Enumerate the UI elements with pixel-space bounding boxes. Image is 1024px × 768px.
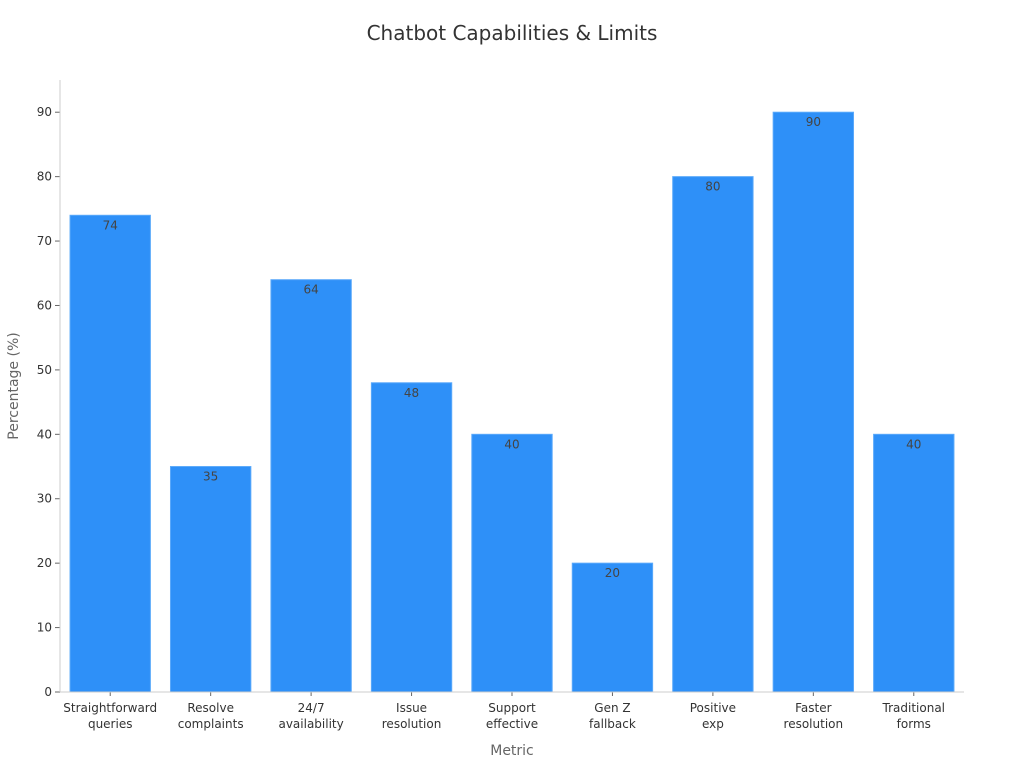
x-tick-label: resolution xyxy=(382,717,442,731)
chart-title: Chatbot Capabilities & Limits xyxy=(367,21,658,45)
x-tick-label: Traditional xyxy=(882,701,945,715)
y-tick-label: 40 xyxy=(37,427,52,441)
bar xyxy=(69,214,151,693)
x-axis-title: Metric xyxy=(490,743,534,759)
x-tick-label: resolution xyxy=(784,717,844,731)
bar-value-label: 74 xyxy=(103,218,118,232)
y-axis-title: Percentage (%) xyxy=(6,332,22,439)
x-tick-label: Faster xyxy=(795,701,831,715)
x-tick-label: Issue xyxy=(396,701,427,715)
y-tick-label: 20 xyxy=(37,556,52,570)
x-tick-label: complaints xyxy=(178,717,244,731)
bar xyxy=(370,382,453,693)
x-tick-label: forms xyxy=(897,717,931,731)
bar xyxy=(873,433,955,693)
bar-value-label: 90 xyxy=(806,115,821,129)
x-tick-label: availability xyxy=(278,717,343,731)
y-tick-label: 50 xyxy=(37,363,52,377)
x-tick-label: Straightforward xyxy=(63,701,157,715)
y-tick-label: 10 xyxy=(37,621,52,635)
y-tick-label: 30 xyxy=(37,492,52,506)
bar xyxy=(270,279,352,693)
bar-value-label: 40 xyxy=(906,437,921,451)
bar xyxy=(571,562,654,693)
x-tick-label: queries xyxy=(88,717,133,731)
bar xyxy=(772,111,855,693)
y-tick-label: 60 xyxy=(37,298,52,312)
y-tick-label: 0 xyxy=(44,685,52,699)
bar-value-label: 80 xyxy=(705,180,720,194)
bar-value-label: 48 xyxy=(404,386,419,400)
y-tick-label: 70 xyxy=(37,234,52,248)
x-tick-label: fallback xyxy=(589,717,636,731)
bar-value-label: 35 xyxy=(203,470,218,484)
bar-value-label: 64 xyxy=(303,283,318,297)
x-tick-label: Positive xyxy=(690,701,736,715)
x-tick-label: Support xyxy=(488,701,536,715)
y-tick-label: 80 xyxy=(37,170,52,184)
bar xyxy=(471,433,553,693)
y-tick-label: 90 xyxy=(37,105,52,119)
x-tick-label: Resolve xyxy=(187,701,234,715)
x-tick-label: Gen Z xyxy=(594,701,630,715)
x-tick-label: exp xyxy=(702,717,724,731)
plot-area: 0 10 20 30 40 50 60 70 80 90 74 Straightforward quer… xyxy=(37,105,955,731)
bar-value-label: 20 xyxy=(605,566,620,580)
x-tick-label: effective xyxy=(486,717,538,731)
bar-value-label: 40 xyxy=(504,437,519,451)
x-tick-label: 24/7 xyxy=(298,701,325,715)
bar xyxy=(169,466,252,693)
bar xyxy=(672,176,754,693)
